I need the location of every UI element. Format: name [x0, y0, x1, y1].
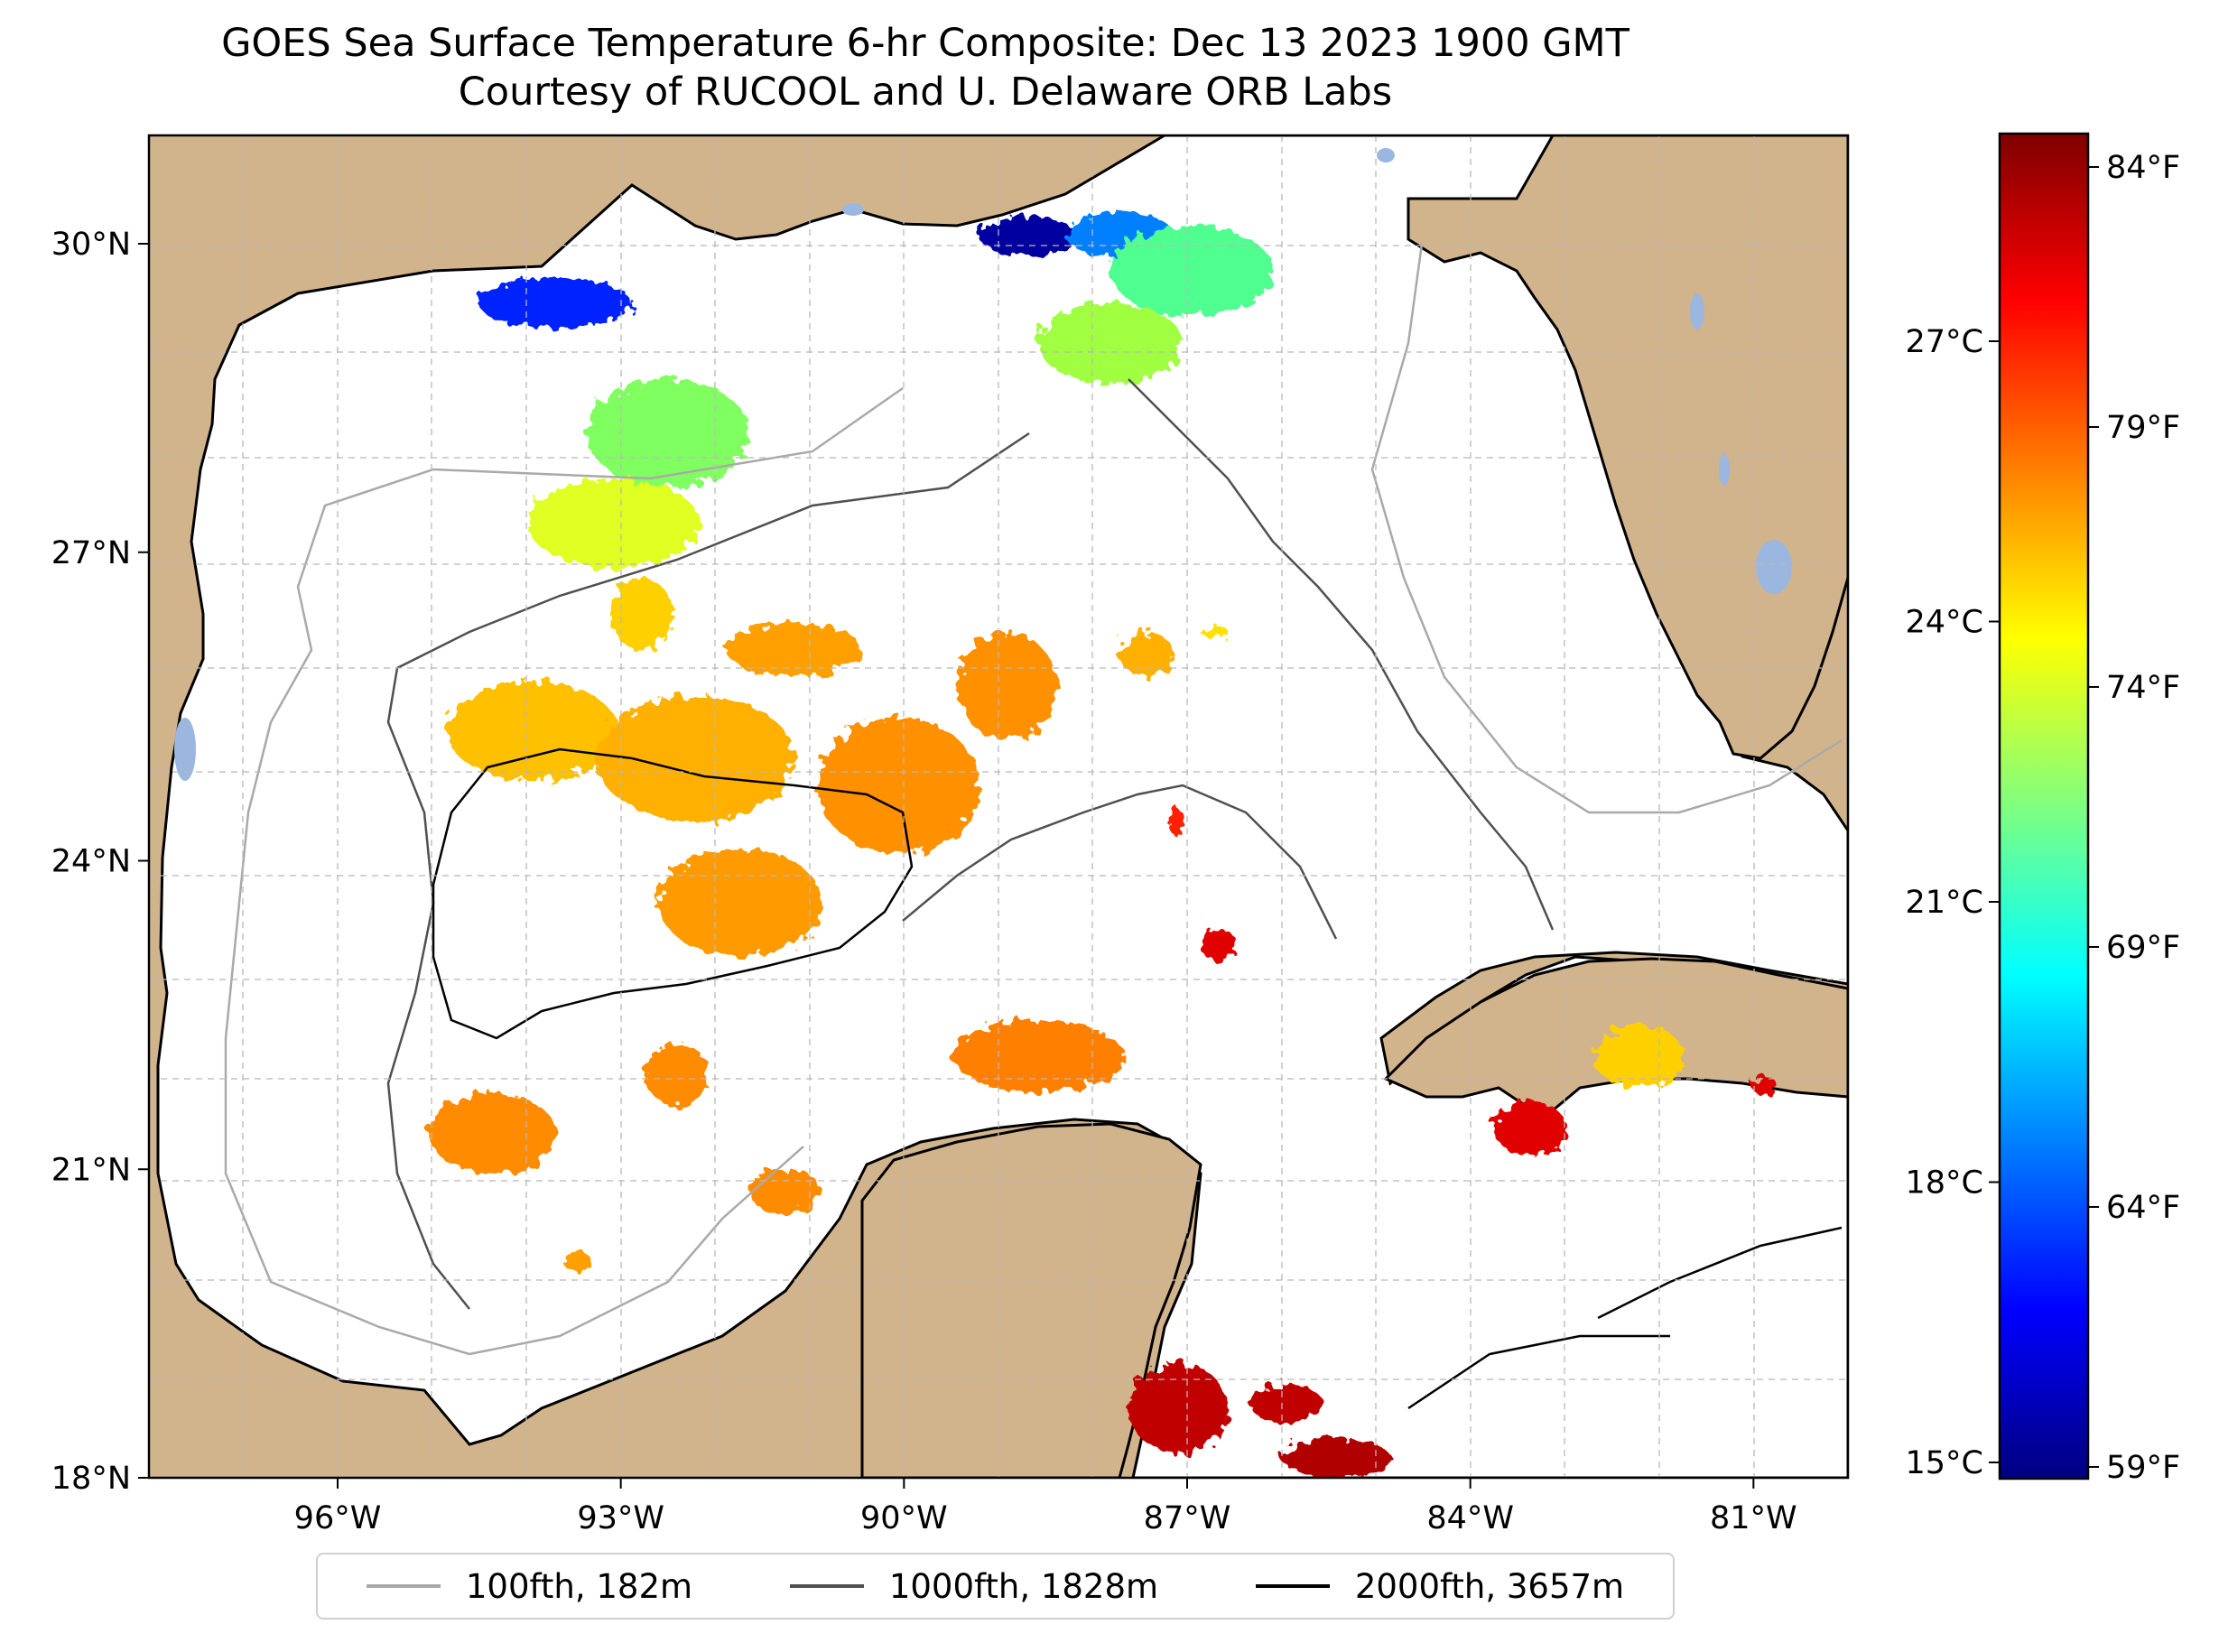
lon-tick-label: 84°W [1426, 1500, 1514, 1536]
legend-item-100fth: 100fth, 182m [366, 1566, 693, 1606]
lat-tick-label: 30°N [51, 227, 131, 263]
legend-label-100fth: 100fth, 182m [465, 1566, 693, 1606]
legend-item-1000fth: 1000fth, 1828m [789, 1566, 1159, 1606]
celsius-tick-label: 18°C [1906, 1165, 1983, 1202]
lakes [174, 148, 1792, 781]
colorbar [1998, 132, 2090, 1480]
map-frame [147, 134, 1850, 1480]
celsius-tick-label: 15°C [1906, 1445, 1983, 1481]
celsius-tick-label: 27°C [1906, 324, 1983, 360]
lat-tick-label: 27°N [51, 535, 131, 571]
florida-peninsula [1407, 135, 1848, 760]
lon-tick-label: 81°W [1710, 1500, 1797, 1536]
legend-item-2000fth: 2000fth, 3657m [1255, 1566, 1625, 1606]
contour-legend: 100fth, 182m 1000fth, 1828m 2000fth, 365… [316, 1553, 1675, 1620]
fahrenheit-tick-label: 74°F [2106, 670, 2180, 706]
contour-100fth [224, 243, 1843, 1356]
lat-tick-label: 21°N [51, 1152, 131, 1188]
celsius-tick-label: 21°C [1906, 885, 1983, 921]
latitude-axis: 30°N 27°N 24°N 21°N 18°N [51, 227, 149, 1497]
lon-tick-label: 93°W [577, 1500, 664, 1536]
lon-tick-label: 96°W [294, 1500, 382, 1536]
lon-tick-label: 87°W [1144, 1500, 1231, 1536]
map-subtitle: Courtesy of RUCOOL and U. Delaware ORB L… [458, 70, 1393, 115]
legend-swatch-1000fth [789, 1584, 864, 1588]
fahrenheit-tick-label: 64°F [2106, 1190, 2180, 1226]
fahrenheit-tick-label: 79°F [2106, 410, 2180, 446]
legend-swatch-2000fth [1255, 1584, 1330, 1588]
map-title: GOES Sea Surface Temperature 6-hr Compos… [221, 21, 1629, 66]
sst-data-patches [429, 212, 1778, 1478]
gridlines [149, 135, 1848, 1478]
legend-label-1000fth: 1000fth, 1828m [888, 1566, 1159, 1606]
fahrenheit-tick-label: 69°F [2106, 930, 2180, 966]
lat-tick-label: 18°N [51, 1461, 131, 1497]
contour-2000fth [432, 747, 1843, 1410]
lat-tick-label: 24°N [51, 844, 131, 880]
legend-swatch-100fth [366, 1584, 441, 1588]
lon-tick-label: 90°W [860, 1500, 948, 1536]
contour-1000fth [386, 378, 1555, 1310]
longitude-axis: 96°W 93°W 90°W 87°W 84°W 81°W [294, 1478, 1797, 1536]
fahrenheit-tick-label: 59°F [2106, 1450, 2180, 1486]
celsius-tick-label: 24°C [1906, 605, 1983, 641]
fahrenheit-tick-label: 84°F [2106, 150, 2180, 186]
gulf-of-mexico-water [156, 135, 1848, 1478]
legend-label-2000fth: 2000fth, 3657m [1354, 1566, 1625, 1606]
colorbar-celsius-axis: 27°C 24°C 21°C 18°C 15°C [1906, 324, 2000, 1481]
colorbar-fahrenheit-axis: 84°F 79°F 74°F 69°F 64°F 59°F [2088, 150, 2180, 1486]
